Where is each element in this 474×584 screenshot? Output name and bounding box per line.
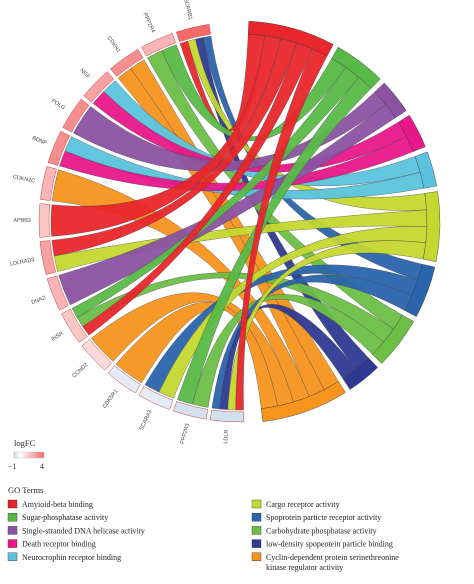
legend-label: low-density spopeotein particle binding [266,540,393,549]
gene-label: CDKN2C [12,174,35,184]
legend-swatch [251,513,262,522]
gene-label: CDKN1 [106,35,122,54]
gene-label: INSR [50,331,64,343]
go-term-arc [372,314,414,364]
go-terms-legend-title: GO Terms [8,485,43,495]
legend-swatch [7,499,18,509]
legend-label: Spoprotein particte receptor activity [266,513,381,522]
go-term-arc [374,82,407,119]
gene-arc-scara3 [138,386,174,410]
gene-label: SCARB1 [182,0,193,20]
legend-swatch [251,539,262,548]
logfc-scale-bar [13,451,45,459]
gene-arc-insr [61,308,88,343]
gene-label: CCND2 [71,362,89,379]
legend-swatch [7,552,18,561]
go-term-arc [261,381,346,422]
go-terms-legend: GO Terms Amyioid-beta binding Sugar-phosp… [7,485,399,572]
gene-label: BDNF [31,135,48,146]
gene-label: PPP2R4 [142,12,156,34]
legend-label: Sugar-phosphatase activity [22,513,108,522]
gene-arc-ldlrad3 [39,240,57,275]
legend-swatch [7,513,18,522]
gene-arc-ccnd2 [81,339,112,371]
gene-label: DNA2 [31,295,47,306]
go-term-arc [404,263,436,317]
legend-swatch [251,552,262,561]
go-term-arc [342,357,378,390]
gene-label: SCARA3 [139,409,154,431]
legend-swatch [251,526,262,535]
gene-arc-ppp2r3 [173,401,209,420]
legend-label: Death receptor binding [22,540,96,549]
gene-label: PPP2R3 [180,423,191,445]
gene-arc-cdkn1 [110,49,144,77]
logfc-scale-max-label: 4 [40,462,44,471]
gene-label: NGF [78,68,91,81]
chord-ribbon [52,169,310,403]
logfc-scale-title: logFC [14,438,36,448]
legend-label: Single-stranded DNA helicase activity [22,526,145,535]
legend-label: Carbohydrate phosphatase activity [266,526,377,535]
gene-arc-polg [62,98,90,133]
go-term-arc [398,114,426,152]
gene-label: POLG [50,98,66,111]
gene-arc-bdnf [47,130,71,166]
gene-arc-layer [38,23,245,423]
go-term-arc [247,21,334,57]
legend-swatch [7,539,18,548]
gene-arc-ldlr [209,409,245,423]
go-term-arc [414,151,437,189]
ribbon-layer [50,34,428,411]
logfc-scale: logFC −1 4 [8,438,45,471]
go-term-arc [331,46,381,89]
logfc-scale-min-label: −1 [8,462,17,471]
gene-arc-scarb1 [175,23,211,42]
gene-label: LDLR [223,429,230,443]
gene-label: LDLRAD3 [10,257,35,267]
legend-label: Amyioid-beta binding [22,500,93,509]
gene-arc-cdkn2c [39,166,57,201]
legend-swatch [251,499,262,509]
gene-arc-apbb3 [38,203,51,238]
gene-label: APBB3 [13,218,31,224]
gene-arc-cdk5r1 [107,365,141,394]
go-term-arc [423,191,441,262]
gene-arc-ngf [83,71,115,103]
legend-label: Neurocrophin receptor binding [22,553,121,562]
legend-swatch [7,526,18,535]
legend-label: Cyclin-dependent protein serinethreonine… [266,553,399,572]
gene-arc-ppp2r4 [141,33,176,57]
go-term-arc-layer [247,21,441,422]
gene-label: CDK5R1 [102,389,120,410]
gene-arc-dna2 [46,275,69,311]
legend-label: Cargo receptor activity [266,500,340,509]
